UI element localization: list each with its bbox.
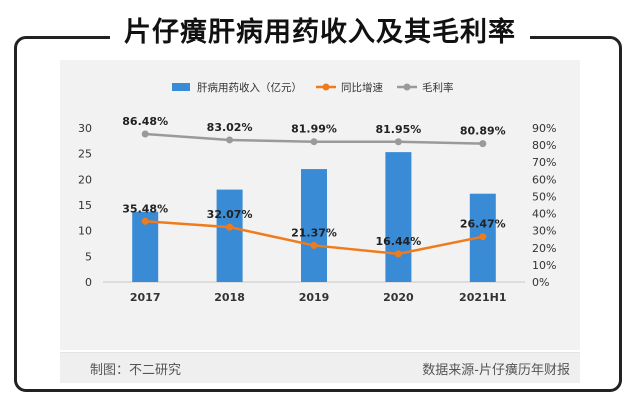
point-growth xyxy=(479,233,487,241)
data-label-growth: 16.44% xyxy=(375,235,421,248)
right-axis-tick-label: 20% xyxy=(532,242,556,255)
right-axis-tick-label: 90% xyxy=(532,122,556,135)
right-axis-tick-label: 70% xyxy=(532,156,556,169)
legend-label-revenue: 肝病用药收入（亿元） xyxy=(197,81,302,94)
data-label-growth: 35.48% xyxy=(122,202,168,215)
legend-swatch-revenue xyxy=(172,83,190,91)
bar-revenue xyxy=(301,169,327,282)
legend-marker-growth xyxy=(322,83,330,91)
right-axis-tick-label: 60% xyxy=(532,173,556,186)
left-axis-tick-label: 25 xyxy=(78,148,92,161)
left-axis-tick-label: 20 xyxy=(78,173,92,186)
left-axis-tick-label: 10 xyxy=(78,225,92,238)
data-label-margin: 81.99% xyxy=(291,123,337,136)
point-margin xyxy=(226,136,234,144)
footer: 制图：不二研究 数据来源-片仔癀历年财报 xyxy=(60,352,580,383)
footer-credit: 制图：不二研究 xyxy=(90,363,182,378)
right-axis-tick-label: 50% xyxy=(532,190,556,203)
right-axis-tick-label: 40% xyxy=(532,208,556,221)
point-growth xyxy=(394,250,402,258)
left-axis-tick-label: 30 xyxy=(78,122,92,135)
bar-revenue xyxy=(216,189,243,282)
point-margin xyxy=(310,138,318,146)
legend-label-margin: 毛利率 xyxy=(422,81,454,94)
point-margin xyxy=(141,130,149,138)
legend-label-growth: 同比增速 xyxy=(341,81,383,94)
point-growth xyxy=(310,241,318,249)
left-axis-tick-label: 0 xyxy=(85,276,92,289)
legend-marker-margin xyxy=(403,83,411,91)
data-label-growth: 26.47% xyxy=(460,218,506,231)
data-label-margin: 86.48% xyxy=(122,115,168,128)
category-label: 2019 xyxy=(299,291,330,304)
category-label: 2021H1 xyxy=(459,291,506,304)
chart-title: 片仔癀肝病用药收入及其毛利率 xyxy=(110,10,530,49)
category-label: 2017 xyxy=(130,291,161,304)
category-label: 2018 xyxy=(214,291,245,304)
title-bar: 片仔癀肝病用药收入及其毛利率 xyxy=(0,10,640,49)
bar-revenue xyxy=(385,152,412,282)
data-label-margin: 83.02% xyxy=(207,121,253,134)
data-label-margin: 80.89% xyxy=(460,125,506,138)
data-label-margin: 81.95% xyxy=(375,123,421,136)
point-margin xyxy=(394,138,402,146)
left-axis-tick-label: 15 xyxy=(78,199,92,212)
category-label: 2020 xyxy=(383,291,414,304)
point-growth xyxy=(141,217,149,225)
right-axis-tick-label: 10% xyxy=(532,259,556,272)
point-margin xyxy=(479,140,487,148)
right-axis-tick-label: 0% xyxy=(532,276,549,289)
left-axis-tick-label: 5 xyxy=(85,250,92,263)
point-growth xyxy=(226,223,234,231)
data-label-growth: 21.37% xyxy=(291,226,337,239)
right-axis-tick-label: 30% xyxy=(532,225,556,238)
data-label-growth: 32.07% xyxy=(207,208,253,221)
right-axis-tick-label: 80% xyxy=(532,139,556,152)
footer-source: 数据来源-片仔癀历年财报 xyxy=(422,363,570,378)
